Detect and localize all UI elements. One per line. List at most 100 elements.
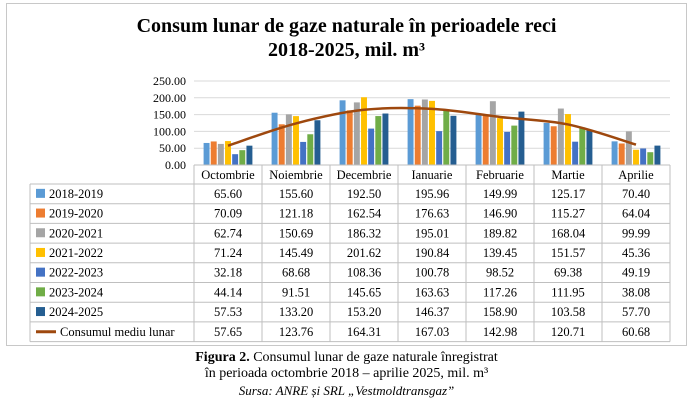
chart-title-line1: Consum lunar de gaze naturale în perioad… <box>136 15 557 37</box>
y-tick-label: 100.00 <box>153 124 186 138</box>
caption-text-2: în perioada octombrie 2018 – aprilie 202… <box>204 366 489 381</box>
bar <box>285 114 292 165</box>
legend-label: Consumul mediu lunar <box>60 325 175 339</box>
data-label: 153.20 <box>347 305 381 319</box>
bar <box>557 108 564 165</box>
bar <box>550 126 557 165</box>
caption-label: Figura 2. <box>195 350 250 365</box>
bar <box>210 141 217 165</box>
bar <box>504 131 511 165</box>
x-tick-label: Decembrie <box>337 168 392 182</box>
bar <box>579 127 586 165</box>
y-tick-label: 0.00 <box>165 158 186 172</box>
bar <box>611 141 618 165</box>
data-label: 70.09 <box>214 207 242 221</box>
data-label: 103.58 <box>551 305 585 319</box>
legend-label: 2018-2019 <box>49 187 103 201</box>
legend-key <box>36 267 45 277</box>
legend-label: 2024-2025 <box>49 305 103 319</box>
data-label: 139.45 <box>483 246 517 260</box>
chart-title: Consum lunar de gaze naturale în perioad… <box>0 14 693 62</box>
data-label: 62.74 <box>214 226 243 240</box>
bar <box>375 116 382 165</box>
data-label: 125.17 <box>551 187 585 201</box>
data-label: 99.99 <box>622 226 650 240</box>
bar <box>293 116 299 165</box>
caption-text-1: Consumul lunar de gaze naturale înregist… <box>249 350 498 365</box>
y-tick-label: 150.00 <box>153 108 186 122</box>
data-label: 189.82 <box>483 226 517 240</box>
data-label: 98.52 <box>486 266 514 280</box>
average-line <box>227 106 637 147</box>
bar <box>246 145 253 165</box>
data-label: 115.27 <box>551 207 585 221</box>
bar <box>421 99 428 165</box>
bar <box>271 112 278 165</box>
data-label: 192.50 <box>347 187 381 201</box>
data-label: 60.68 <box>622 325 650 339</box>
data-label: 32.18 <box>214 266 242 280</box>
data-label: 57.65 <box>214 325 242 339</box>
data-label: 133.20 <box>279 305 313 319</box>
chart-title-line2: 2018-2025, mil. m³ <box>267 39 426 61</box>
data-label: 190.84 <box>415 246 450 260</box>
data-label: 57.70 <box>622 305 650 319</box>
legend-key <box>36 307 45 317</box>
data-label: 38.08 <box>622 285 650 299</box>
data-label: 155.60 <box>279 187 313 201</box>
x-tick-label: Februarie <box>476 168 524 182</box>
y-tick-label: 250.00 <box>153 74 186 88</box>
data-label: 151.57 <box>551 246 585 260</box>
data-label: 120.71 <box>551 325 585 339</box>
y-tick-label: 50.00 <box>159 141 186 155</box>
bar <box>203 142 210 165</box>
bar <box>307 134 314 165</box>
data-label: 164.31 <box>347 325 381 339</box>
x-tick-label: Aprilie <box>618 168 654 182</box>
data-label: 162.54 <box>347 207 382 221</box>
x-tick-label: Martie <box>551 168 585 182</box>
data-label: 167.03 <box>415 325 449 339</box>
bar <box>497 118 503 165</box>
data-label: 57.53 <box>214 305 242 319</box>
bar <box>475 114 482 165</box>
bar <box>239 150 246 165</box>
bar <box>339 100 346 165</box>
source-note: Sursa: ANRE și SRL „Vestmoldtransgaz” <box>238 383 455 398</box>
data-label: 145.65 <box>347 285 381 299</box>
bar <box>436 131 443 165</box>
bar <box>232 154 239 165</box>
data-label: 176.63 <box>415 207 449 221</box>
data-label: 71.24 <box>214 246 243 260</box>
bar <box>346 110 353 165</box>
bar <box>654 145 661 165</box>
legend-label: 2022-2023 <box>49 266 103 280</box>
data-label: 65.60 <box>214 187 242 201</box>
data-label: 158.90 <box>483 305 517 319</box>
data-label: 44.14 <box>214 285 243 299</box>
legend-key <box>36 247 45 257</box>
chart-svg: 250.00 200.00 150.00 100.00 50.00 0.00 Octombr… <box>29 74 671 343</box>
data-label: 70.40 <box>622 187 650 201</box>
bar <box>618 143 625 165</box>
data-label: 91.51 <box>282 285 310 299</box>
bar <box>640 148 647 165</box>
bar <box>647 152 654 165</box>
legend-label: 2019-2020 <box>49 207 103 221</box>
data-label: 146.37 <box>415 305 449 319</box>
bar <box>300 141 307 165</box>
legend-label: 2020-2021 <box>49 226 103 240</box>
data-label: 121.18 <box>279 207 313 221</box>
x-tick-label: Ianuarie <box>412 168 453 182</box>
bar <box>565 114 571 165</box>
y-tick-label: 200.00 <box>153 91 186 105</box>
bar <box>382 113 389 165</box>
data-label: 149.99 <box>483 187 517 201</box>
data-label: 123.76 <box>279 325 313 339</box>
data-label: 117.26 <box>483 285 517 299</box>
data-label: 145.49 <box>279 246 313 260</box>
bar <box>586 130 593 165</box>
data-label: 49.19 <box>622 266 650 280</box>
data-label: 100.78 <box>415 266 449 280</box>
bar <box>625 131 632 165</box>
